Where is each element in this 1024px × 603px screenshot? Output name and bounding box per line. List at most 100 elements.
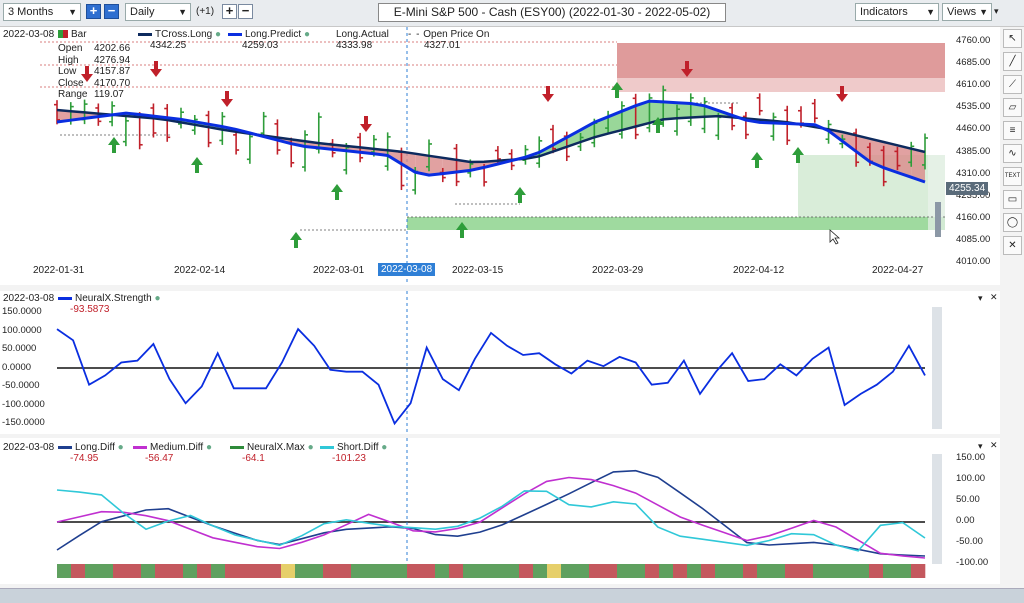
pane-collapse-icon[interactable]: ▾: [978, 293, 983, 303]
chevron-down-icon: ▼: [68, 7, 77, 17]
period-select[interactable]: 3 Months ▼: [3, 3, 81, 21]
neuralx-max-cell: [57, 564, 72, 578]
cloud-segment: [677, 102, 691, 119]
price-bar: [550, 124, 556, 154]
settings-dot-icon[interactable]: ●: [203, 442, 212, 453]
settings-dot-icon[interactable]: ●: [114, 442, 124, 453]
horizontal-scrollbar[interactable]: [0, 588, 1024, 603]
y-tick-label: -100.00: [956, 557, 989, 568]
ohlc-range-value: 119.07: [94, 89, 124, 100]
settings-dot-icon[interactable]: ●: [304, 442, 314, 453]
close-icon[interactable]: ✕: [1003, 236, 1022, 255]
settings-dot-icon[interactable]: ●: [378, 442, 388, 453]
support-zone: [407, 217, 945, 230]
strength-pane[interactable]: 2022-03-08 NeuralX.Strength ● -93.5873 15…: [0, 291, 1000, 434]
neuralx-max-cell: [309, 564, 324, 578]
price-bar: [246, 132, 253, 164]
neuralx-max-cell: [393, 564, 408, 578]
pane-close-icon[interactable]: ✕: [990, 440, 998, 450]
up-arrow-icon: [514, 187, 526, 203]
remove-button[interactable]: −: [238, 4, 253, 19]
x-tick-label: 2022-03-15: [452, 265, 504, 276]
neuralx-max-cell: [617, 564, 632, 578]
strength-value: -93.5873: [70, 304, 110, 315]
strength-line: [56, 327, 926, 426]
x-tick-label: 2022-02-14: [174, 265, 226, 276]
zoom-in-button[interactable]: +: [86, 4, 101, 19]
price-chart: [40, 27, 945, 285]
line-icon[interactable]: ╱: [1003, 52, 1022, 71]
legend-tcross-name: TCross.Long: [155, 29, 213, 40]
down-arrow-icon: [360, 116, 372, 132]
neuralx-max-cell: [183, 564, 198, 578]
series-swatch-icon: [320, 445, 334, 449]
cloud-segment: [911, 148, 925, 182]
diff-pane[interactable]: 2022-03-08 Long.Diff ● -74.95 Medium.Diff …: [0, 438, 1000, 584]
series-name: Short.Diff: [337, 442, 379, 453]
circle-icon[interactable]: ◯: [1003, 213, 1022, 232]
neuralx-max-cell: [827, 564, 842, 578]
price-bar: [632, 93, 639, 140]
price-bar: [618, 101, 625, 139]
neuralx-max-cell: [113, 564, 128, 578]
neuralx-max-cell: [491, 564, 506, 578]
y-tick-label: 50.00: [956, 494, 980, 505]
legend-predict: Long.Predict ● 4259.03: [228, 29, 310, 51]
neuralx-max-cell: [323, 564, 338, 578]
legend-open: - - Open Price On 4327.01: [408, 29, 490, 51]
price-bar: [811, 98, 818, 123]
price-pane[interactable]: 2022-03-08 Bar TCross.Long ● 4342.25 Long…: [0, 27, 1000, 285]
y-tick-label: 4535.00: [956, 101, 991, 113]
cloud-segment: [663, 101, 677, 120]
diff-legend-item: Medium.Diff ● -56.47: [133, 442, 212, 464]
neuralx-max-cell: [701, 564, 716, 578]
pane-collapse-icon[interactable]: ▾: [978, 441, 983, 451]
fib-icon[interactable]: ≡: [1003, 121, 1022, 140]
neuralx-max-cell: [533, 564, 548, 578]
text-icon[interactable]: TEXT: [1003, 167, 1022, 186]
channel-icon[interactable]: ▱: [1003, 98, 1022, 117]
y-tick-label: 0.00: [956, 515, 975, 526]
price-bar: [687, 93, 694, 126]
toolbar-menu-icon[interactable]: ▾: [994, 6, 999, 16]
current-price-flag: 4255.34: [946, 182, 989, 195]
wave-icon[interactable]: ∿: [1003, 144, 1022, 163]
short-diff-line: [56, 489, 926, 552]
down-arrow-icon: [221, 91, 233, 107]
mouse-cursor-icon: [829, 229, 841, 245]
add-button[interactable]: +: [222, 4, 237, 19]
neuralx-max-cell: [897, 564, 912, 578]
bar-swatch-icon: [58, 30, 68, 39]
medium-diff-line: [56, 476, 926, 559]
indicators-select[interactable]: Indicators ▼: [855, 3, 939, 21]
neuralx-max-cell: [659, 564, 674, 578]
y-tick-label: 4310.00: [956, 167, 991, 179]
rect-icon[interactable]: ▭: [1003, 190, 1022, 209]
x-tick-label: 2022-03-29: [592, 265, 644, 276]
diff-legend-item: NeuralX.Max ● -64.1: [230, 442, 314, 464]
up-arrow-icon: [191, 157, 203, 173]
predict-swatch-icon: [228, 32, 242, 36]
neuralx-max-cell: [645, 564, 660, 578]
indicators-label: Indicators: [860, 6, 908, 18]
diff-legend-item: Long.Diff ● -74.95: [58, 442, 124, 464]
price-bar: [701, 97, 708, 134]
views-select[interactable]: Views ▼: [942, 3, 992, 21]
neuralx-max-cell: [743, 564, 758, 578]
cursor-icon[interactable]: ↖: [1003, 29, 1022, 48]
zoom-out-button[interactable]: −: [104, 4, 119, 19]
ohlc-open-label: Open: [58, 43, 83, 54]
pane-close-icon[interactable]: ✕: [990, 292, 998, 302]
interval-select[interactable]: Daily ▼: [125, 3, 191, 21]
series-value: -64.1: [242, 453, 265, 464]
neuralx-max-cell: [687, 564, 702, 578]
neuralx-max-cell: [463, 564, 478, 578]
legend-tcross: TCross.Long ● 4342.25: [138, 29, 221, 51]
chevron-down-icon: ▼: [178, 7, 187, 17]
neuralx-max-cell: [575, 564, 590, 578]
y-tick-label: -50.00: [956, 536, 983, 547]
ray-icon[interactable]: ⟋: [1003, 75, 1022, 94]
series-value: -56.47: [145, 453, 174, 464]
price-bar: [122, 116, 129, 147]
price-bar: [150, 103, 157, 138]
